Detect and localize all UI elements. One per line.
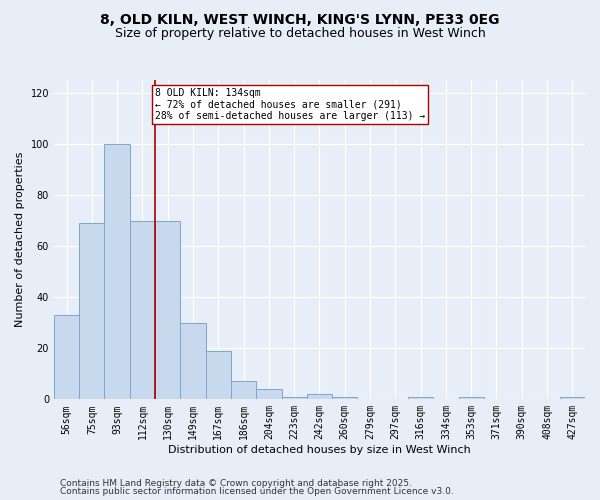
Bar — [79, 223, 104, 400]
Bar — [256, 389, 281, 400]
X-axis label: Distribution of detached houses by size in West Winch: Distribution of detached houses by size … — [168, 445, 471, 455]
Text: 8 OLD KILN: 134sqm
← 72% of detached houses are smaller (291)
28% of semi-detach: 8 OLD KILN: 134sqm ← 72% of detached hou… — [155, 88, 425, 121]
Bar — [104, 144, 130, 400]
Bar — [155, 220, 181, 400]
Text: Contains HM Land Registry data © Crown copyright and database right 2025.: Contains HM Land Registry data © Crown c… — [60, 478, 412, 488]
Bar — [458, 397, 484, 400]
Bar — [307, 394, 332, 400]
Bar — [181, 322, 206, 400]
Text: Contains public sector information licensed under the Open Government Licence v3: Contains public sector information licen… — [60, 487, 454, 496]
Bar — [408, 397, 433, 400]
Text: 8, OLD KILN, WEST WINCH, KING'S LYNN, PE33 0EG: 8, OLD KILN, WEST WINCH, KING'S LYNN, PE… — [100, 12, 500, 26]
Y-axis label: Number of detached properties: Number of detached properties — [15, 152, 25, 328]
Bar — [130, 220, 155, 400]
Text: Size of property relative to detached houses in West Winch: Size of property relative to detached ho… — [115, 28, 485, 40]
Bar — [281, 397, 307, 400]
Bar — [332, 397, 358, 400]
Bar — [206, 351, 231, 400]
Bar — [54, 315, 79, 400]
Bar — [231, 382, 256, 400]
Bar — [560, 397, 585, 400]
